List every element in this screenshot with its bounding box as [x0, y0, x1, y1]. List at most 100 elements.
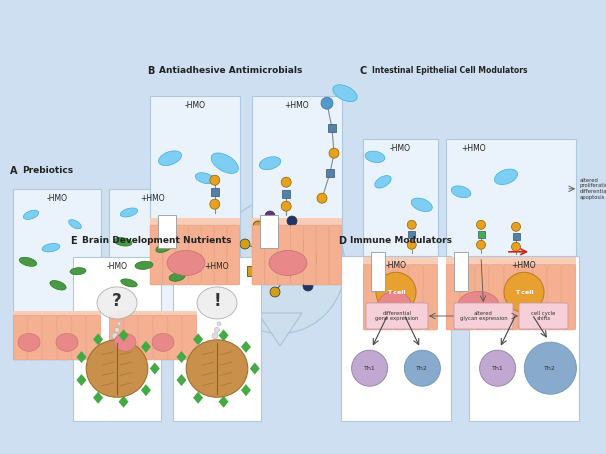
Polygon shape: [119, 329, 128, 341]
Bar: [469, 256, 579, 421]
Ellipse shape: [50, 281, 66, 290]
Polygon shape: [258, 313, 302, 346]
Ellipse shape: [365, 151, 385, 163]
Text: Th2: Th2: [544, 366, 556, 371]
Bar: [454, 252, 468, 291]
FancyBboxPatch shape: [201, 225, 214, 285]
Ellipse shape: [56, 333, 78, 351]
Bar: [446, 139, 576, 329]
Polygon shape: [241, 384, 251, 396]
Circle shape: [511, 222, 521, 231]
Circle shape: [112, 333, 118, 339]
Circle shape: [212, 333, 218, 339]
Text: -HMO: -HMO: [184, 101, 205, 110]
Ellipse shape: [159, 151, 181, 166]
Bar: [446, 257, 576, 329]
Circle shape: [300, 241, 310, 251]
Text: D: D: [338, 236, 346, 246]
Bar: [109, 189, 197, 359]
FancyBboxPatch shape: [446, 265, 460, 330]
Text: Immune Modulators: Immune Modulators: [350, 236, 452, 245]
Ellipse shape: [333, 85, 357, 102]
FancyBboxPatch shape: [188, 225, 201, 285]
Circle shape: [351, 350, 388, 386]
Polygon shape: [141, 341, 151, 353]
Ellipse shape: [375, 176, 391, 188]
Text: +HMO: +HMO: [285, 101, 309, 110]
FancyBboxPatch shape: [42, 315, 56, 360]
Bar: [371, 252, 385, 291]
Bar: [252, 96, 342, 284]
Polygon shape: [76, 351, 87, 363]
Polygon shape: [193, 333, 203, 345]
Polygon shape: [219, 396, 228, 408]
Text: altered
proliferation
differentiation
apoptosis: altered proliferation differentiation ap…: [580, 178, 606, 200]
Text: Prebiotics: Prebiotics: [22, 166, 73, 175]
FancyBboxPatch shape: [72, 315, 86, 360]
Circle shape: [476, 240, 485, 249]
Ellipse shape: [186, 340, 248, 397]
Circle shape: [281, 177, 291, 187]
Text: Th1: Th1: [364, 366, 376, 371]
Ellipse shape: [451, 186, 471, 197]
Circle shape: [504, 272, 544, 312]
Polygon shape: [193, 392, 203, 404]
Bar: [252, 218, 342, 284]
Bar: [150, 96, 240, 284]
Ellipse shape: [195, 173, 215, 184]
Circle shape: [479, 350, 516, 386]
FancyBboxPatch shape: [28, 315, 42, 360]
Bar: [13, 311, 101, 359]
Text: +HMO: +HMO: [141, 194, 165, 203]
Ellipse shape: [135, 261, 153, 269]
FancyBboxPatch shape: [139, 315, 153, 360]
FancyBboxPatch shape: [87, 315, 101, 360]
FancyBboxPatch shape: [252, 225, 265, 285]
Ellipse shape: [169, 273, 185, 281]
Polygon shape: [93, 392, 103, 404]
Polygon shape: [250, 363, 260, 375]
Bar: [326, 169, 334, 177]
FancyBboxPatch shape: [215, 225, 227, 285]
Text: +HMO: +HMO: [205, 262, 229, 271]
Text: +HMO: +HMO: [511, 261, 536, 270]
Circle shape: [267, 249, 277, 259]
Bar: [478, 231, 485, 238]
FancyBboxPatch shape: [519, 303, 568, 329]
FancyBboxPatch shape: [533, 265, 547, 330]
Text: T cell: T cell: [387, 290, 405, 295]
Ellipse shape: [19, 257, 37, 266]
Text: B: B: [147, 66, 155, 76]
Ellipse shape: [114, 333, 136, 351]
FancyBboxPatch shape: [518, 265, 532, 330]
Circle shape: [215, 327, 219, 332]
FancyBboxPatch shape: [363, 265, 378, 330]
Circle shape: [476, 220, 485, 229]
Circle shape: [317, 193, 327, 203]
FancyBboxPatch shape: [278, 225, 290, 285]
Bar: [363, 257, 438, 329]
Text: Antiadhesive Antimicrobials: Antiadhesive Antimicrobials: [159, 66, 302, 75]
Ellipse shape: [494, 169, 518, 185]
FancyBboxPatch shape: [291, 225, 303, 285]
Bar: [408, 231, 415, 238]
Ellipse shape: [121, 279, 138, 287]
Bar: [260, 215, 278, 248]
Circle shape: [511, 242, 521, 252]
Polygon shape: [241, 341, 251, 353]
Circle shape: [407, 240, 416, 249]
Circle shape: [321, 97, 333, 109]
Text: Intestinal Epithelial Cell Modulators: Intestinal Epithelial Cell Modulators: [372, 66, 527, 75]
FancyBboxPatch shape: [366, 303, 428, 329]
Bar: [109, 311, 197, 359]
Ellipse shape: [197, 287, 237, 319]
Ellipse shape: [215, 198, 345, 334]
Ellipse shape: [259, 157, 281, 170]
FancyBboxPatch shape: [562, 265, 576, 330]
Text: Th2: Th2: [416, 366, 428, 371]
FancyBboxPatch shape: [153, 315, 167, 360]
FancyBboxPatch shape: [329, 225, 342, 285]
Polygon shape: [76, 374, 87, 386]
Text: !: !: [213, 292, 221, 310]
Ellipse shape: [378, 291, 411, 321]
